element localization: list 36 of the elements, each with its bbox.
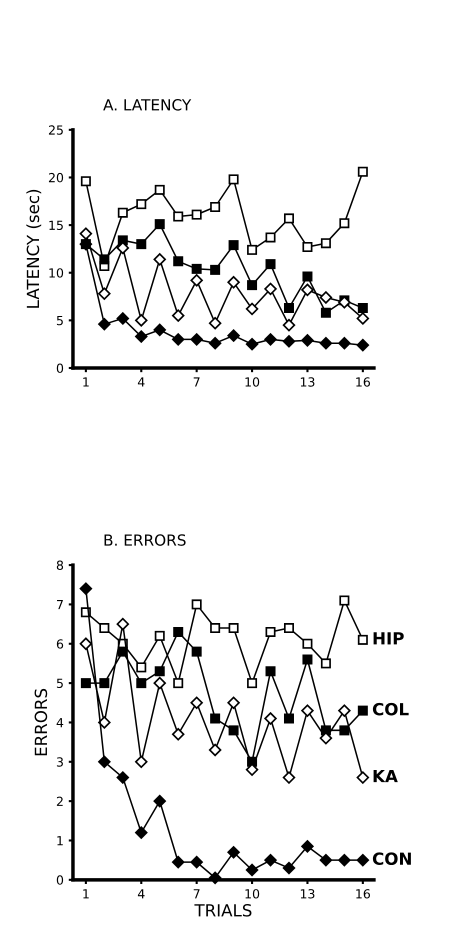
x-tick-label: 10 <box>245 377 260 387</box>
y-tick-label: 4 <box>56 718 64 728</box>
x-tick-label: 1 <box>83 889 89 898</box>
y-tick-label: 20 <box>48 172 64 182</box>
series-label: HIP <box>374 632 404 644</box>
y-tick-label: 15 <box>49 220 63 230</box>
y-tick-label: 25 <box>48 125 63 135</box>
y-tick-label: 0 <box>56 875 64 885</box>
x-tick-label: 7 <box>194 889 200 898</box>
y-tick-label: 7 <box>57 600 63 610</box>
y-tick-label: 5 <box>56 316 63 326</box>
y-axis-title: LATENCY (sec) <box>26 190 42 308</box>
series-label: COL <box>372 702 409 716</box>
x-tick-label: 16 <box>356 889 370 899</box>
chart-title: B. ERRORS <box>104 534 186 546</box>
y-tick-label: 8 <box>56 560 64 570</box>
x-tick-label: 1 <box>83 377 89 387</box>
y-tick-label: 3 <box>56 757 63 767</box>
x-tick-label: 7 <box>194 377 200 387</box>
y-tick-label: 10 <box>49 268 64 278</box>
y-axis-title: ERRORS <box>34 688 48 756</box>
y-tick-label: 6 <box>56 639 64 649</box>
x-tick-label: 13 <box>300 889 314 899</box>
x-axis-title: TRIALS <box>194 904 252 917</box>
y-tick-label: 0 <box>56 363 64 373</box>
x-tick-label: 4 <box>138 377 145 387</box>
series-label: CON <box>372 852 411 865</box>
y-tick-label: 5 <box>56 678 63 688</box>
x-tick-label: 16 <box>356 377 370 387</box>
x-tick-label: 10 <box>245 889 260 899</box>
x-tick-label: 13 <box>300 377 314 387</box>
y-tick-label: 2 <box>56 796 63 806</box>
x-tick-label: 4 <box>138 889 145 898</box>
chart-title: A. LATENCY <box>103 99 192 111</box>
series-label: KA <box>374 770 398 782</box>
y-tick-label: 1 <box>57 836 63 846</box>
